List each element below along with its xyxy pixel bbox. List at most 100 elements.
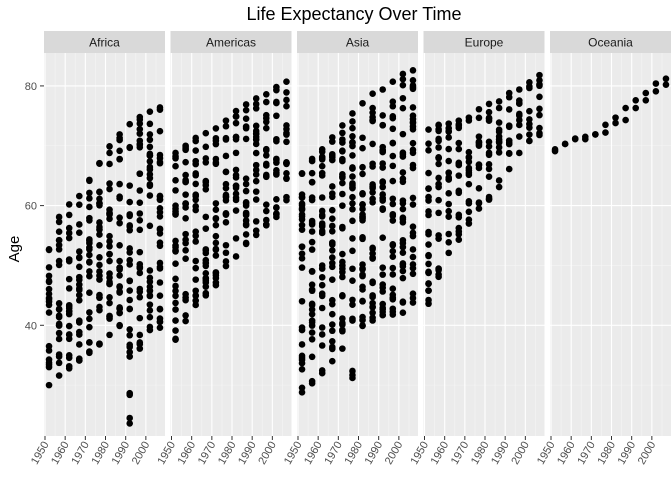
data-point [182,191,189,198]
data-point [232,133,240,141]
data-point [298,354,306,362]
panel-background [550,53,671,436]
data-point [369,109,376,116]
data-point [222,136,230,143]
data-point [262,98,270,106]
data-point [379,264,387,271]
data-point [308,228,316,235]
data-point [399,75,407,83]
data-point [283,159,290,167]
data-point [349,205,356,213]
data-point [526,124,533,131]
data-point [116,180,123,188]
data-point [389,162,397,170]
data-point [409,83,417,91]
data-point [126,331,134,339]
data-point [495,98,503,105]
data-point [526,116,533,123]
data-point [45,295,53,303]
data-point [399,130,407,138]
data-point [435,174,442,182]
data-point [526,107,533,115]
data-point [359,144,366,152]
data-point [45,264,53,271]
data-point [399,70,407,78]
data-point [495,177,503,184]
data-point [298,366,306,373]
data-point [192,232,200,240]
data-point [146,283,154,291]
data-point [273,86,280,94]
data-point [283,193,290,201]
data-point [146,143,154,151]
data-point [359,163,366,171]
data-point [475,205,483,212]
data-point [435,135,442,143]
data-point [192,191,200,198]
data-point [359,214,366,221]
data-point [283,138,290,146]
data-point [126,391,134,399]
data-point [182,230,189,238]
data-point [425,296,432,304]
data-point [349,301,356,309]
data-point [242,101,250,108]
data-point [349,235,356,242]
data-point [379,121,387,129]
data-point [96,303,103,311]
data-point [262,221,270,228]
data-point [182,171,189,179]
data-point [632,96,640,104]
data-point [96,294,103,302]
data-point [136,125,144,133]
data-point [485,114,493,122]
data-point [328,239,336,246]
data-point [389,177,397,185]
data-point [445,230,453,238]
data-point [65,201,73,208]
data-point [192,157,200,165]
data-point [571,135,579,142]
data-point [262,216,270,224]
data-point [252,218,260,225]
data-point [308,335,316,343]
data-point [192,238,200,245]
data-point [389,305,397,313]
data-point [106,243,113,250]
data-point [75,317,83,324]
data-point [126,277,134,284]
data-point [116,309,123,317]
data-point [45,272,53,280]
data-point [425,252,432,260]
data-point [308,268,316,275]
data-point [475,185,483,192]
data-point [369,104,376,112]
data-point [126,249,134,256]
data-point [65,229,73,237]
data-point [425,169,432,177]
data-point [172,244,179,251]
data-point [192,171,200,179]
data-point [96,340,103,348]
data-point [318,324,326,331]
data-point [126,120,134,128]
data-point [75,341,83,348]
data-point [283,170,290,177]
data-point [495,144,503,151]
data-point [389,125,397,133]
data-point [86,177,93,185]
facet-strip [44,31,165,53]
data-point [116,321,123,329]
data-point [212,246,220,254]
facet-strip [170,31,292,53]
data-point [232,253,240,260]
data-point [55,237,63,244]
data-point [536,111,543,119]
data-point [622,104,629,112]
data-point [252,227,260,234]
panel-background [170,53,292,436]
data-point [359,234,366,241]
data-point [328,254,336,261]
